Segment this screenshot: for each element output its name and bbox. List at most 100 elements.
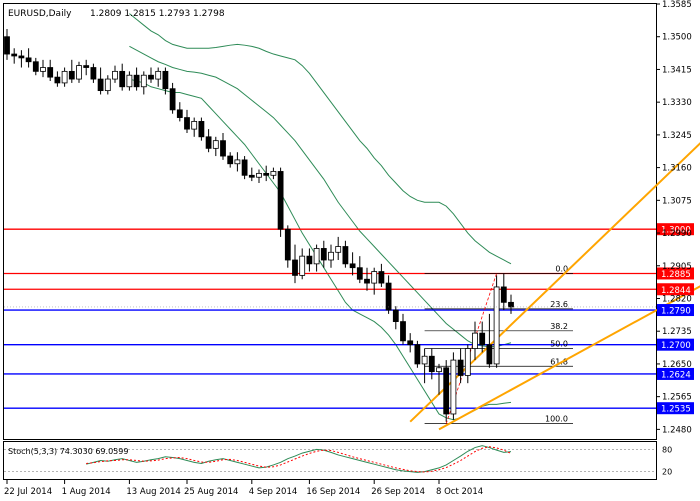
- candle-body: [313, 248, 320, 265]
- price-axis-label-1: 1.3500: [662, 33, 692, 43]
- candle-body: [342, 246, 349, 265]
- candle-body: [40, 67, 46, 72]
- fib-level-label-1: 23.6: [550, 300, 568, 309]
- candle-body: [407, 340, 414, 346]
- date-axis-label-0: 22 Jul 2014: [4, 487, 52, 497]
- candle-body: [18, 55, 25, 59]
- candle-body: [493, 286, 500, 365]
- candle-body: [436, 367, 442, 373]
- candle-body: [450, 359, 457, 415]
- candle-body: [68, 70, 75, 80]
- candle-body: [176, 109, 183, 118]
- candle-body: [414, 344, 421, 365]
- price-tag-bg-5: [657, 367, 694, 380]
- candle-body: [364, 278, 370, 284]
- candle-body: [198, 121, 205, 138]
- price-tag-bg-1: [657, 267, 694, 280]
- chart-symbol-label: EURUSD,Daily: [8, 9, 72, 19]
- stoch-label: Stoch(5,3,3) 74.3030 69.0599: [8, 447, 128, 456]
- price-axis-label-4: 1.3245: [662, 131, 692, 141]
- candle-body: [133, 74, 140, 88]
- price-tag-label-3: 1.2790: [661, 307, 691, 317]
- candle-body: [97, 78, 104, 92]
- candle-body: [356, 267, 363, 280]
- candle-body: [76, 65, 82, 80]
- chart-ohlc-label: 1.2809 1.2815 1.2793 1.2798: [90, 9, 225, 19]
- axis-labels: 1.3000 1.2885 1.2844 1.2790 1.2700 1.2624 1.25…: [4, 0, 694, 497]
- candle-body: [335, 246, 342, 253]
- date-axis-label-5: 16 Sep 2014: [306, 487, 360, 497]
- price-tag-label-2: 1.2844: [661, 286, 691, 296]
- bollinger-middle-line: [129, 45, 512, 348]
- candle-body: [83, 65, 90, 68]
- candle-body: [508, 301, 514, 308]
- stoch-level-label-1: 20: [662, 468, 672, 477]
- price-axis-label-5: 1.3160: [662, 164, 692, 174]
- price-axis-label-7: 1.2990: [662, 229, 692, 239]
- candle-body: [140, 74, 147, 88]
- price-axis-label-9: 1.2820: [662, 294, 692, 304]
- candle-body: [212, 140, 219, 149]
- candle-body: [371, 271, 378, 284]
- candle-body: [443, 367, 450, 415]
- price-axis-label-3: 1.3330: [662, 98, 692, 108]
- stoch-main-line: [86, 445, 512, 473]
- price-tag-label-1: 1.2885: [661, 270, 691, 280]
- candle-body: [162, 70, 169, 90]
- candle-body: [256, 172, 262, 178]
- candle-body: [277, 171, 284, 230]
- candle-body: [25, 57, 32, 63]
- price-tag-bg-6: [657, 402, 694, 415]
- date-axis-label-7: 8 Oct 2014: [436, 487, 483, 497]
- date-axis-label-4: 4 Sep 2014: [249, 487, 297, 497]
- price-axis-label-8: 1.2905: [662, 262, 692, 272]
- candle-body: [205, 136, 212, 149]
- channel-lower-line: [438, 285, 700, 431]
- fib-level-label-4: 61.8: [550, 357, 568, 366]
- price-tag-bg-2: [657, 283, 694, 296]
- stoch-panel-frame: [3, 441, 657, 480]
- candle-body: [155, 70, 162, 80]
- stoch-panel: 80 20: [4, 445, 672, 477]
- candle-body: [169, 88, 176, 111]
- price-panel-frame: [3, 3, 657, 440]
- fib-level-label-0: 0.0: [555, 264, 568, 273]
- candle-body: [400, 321, 406, 342]
- candle-body: [227, 155, 234, 165]
- price-axis-label-6: 1.3075: [662, 196, 692, 206]
- candle-body: [320, 248, 327, 261]
- candle-body: [191, 121, 198, 130]
- candle-body: [500, 286, 507, 303]
- candle-body: [248, 174, 255, 178]
- candle-body: [486, 344, 493, 365]
- candle-body: [479, 332, 486, 346]
- candle-body: [349, 263, 356, 269]
- candle-body: [284, 228, 291, 261]
- candle-body: [32, 61, 39, 72]
- bollinger-upper-line: [129, 13, 512, 265]
- price-axis-label-11: 1.2650: [662, 360, 692, 370]
- candle-body: [119, 70, 126, 88]
- candle-body: [220, 140, 226, 157]
- candle-body: [263, 172, 270, 176]
- price-tag-bg-3: [657, 304, 694, 317]
- fib-level-label-3: 50.0: [550, 340, 568, 349]
- candle-body: [428, 355, 435, 373]
- candle-body: [457, 359, 464, 376]
- candle-body: [328, 251, 334, 261]
- price-tag-label-4: 1.2700: [661, 341, 691, 351]
- candle-body: [61, 70, 68, 84]
- price-tag-label-6: 1.2535: [661, 405, 691, 415]
- candle-body: [464, 348, 471, 376]
- candle-body: [292, 259, 298, 276]
- candle-body: [421, 355, 428, 365]
- candle-body: [4, 36, 10, 55]
- price-axis-label-0: 1.3585: [662, 0, 692, 10]
- candle-body: [270, 171, 277, 176]
- price-axis-label-13: 1.2480: [662, 425, 692, 435]
- candle-body: [392, 309, 399, 322]
- candle-body: [112, 70, 118, 80]
- candle-body: [241, 159, 248, 176]
